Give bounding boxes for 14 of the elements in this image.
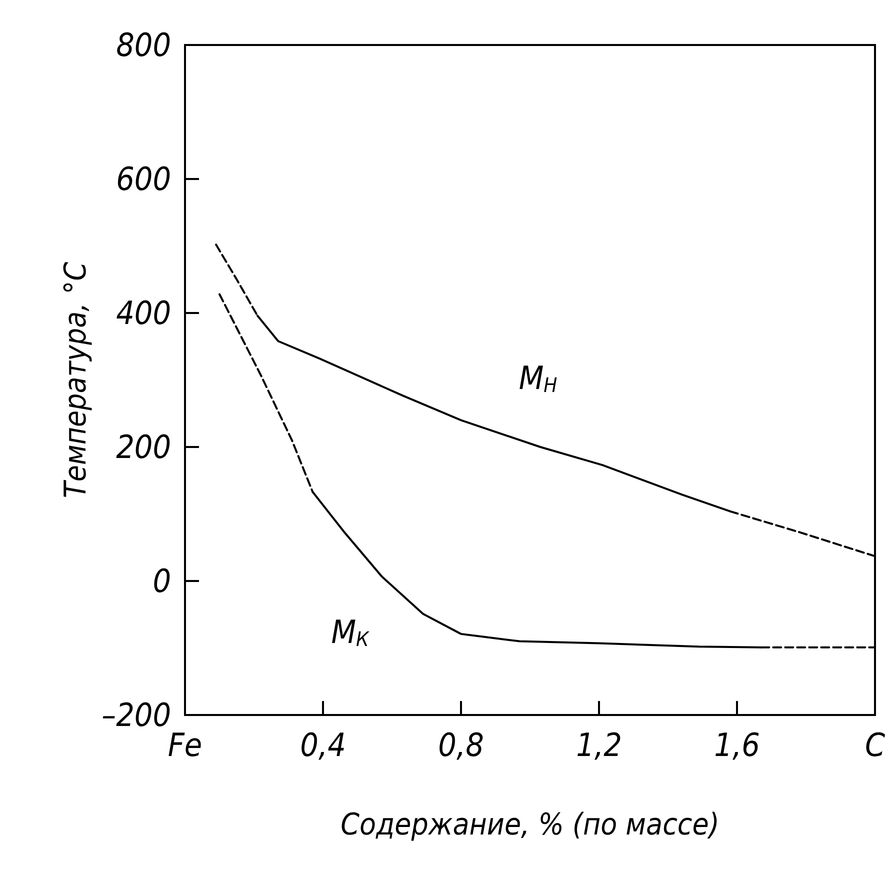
y-tick-label: 200 (116, 428, 171, 466)
x-tick-label: 1,6 (714, 726, 760, 764)
y-tick-label: 800 (116, 26, 171, 64)
y-tick-label: 0 (152, 562, 171, 600)
y-tick-label: 600 (116, 160, 171, 198)
x-tick-label: C (864, 726, 886, 764)
x-axis-title: Содержание, % (по массе) (340, 808, 720, 842)
x-tick-label: 0,8 (438, 726, 484, 764)
y-axis-title: Температура, °С (58, 262, 94, 498)
annotation: MН (518, 359, 558, 397)
x-tick-label: 1,2 (576, 726, 622, 764)
x-tick-label: 0,4 (300, 726, 346, 764)
annotation: MК (331, 613, 370, 651)
y-tick-label: 400 (116, 294, 171, 332)
